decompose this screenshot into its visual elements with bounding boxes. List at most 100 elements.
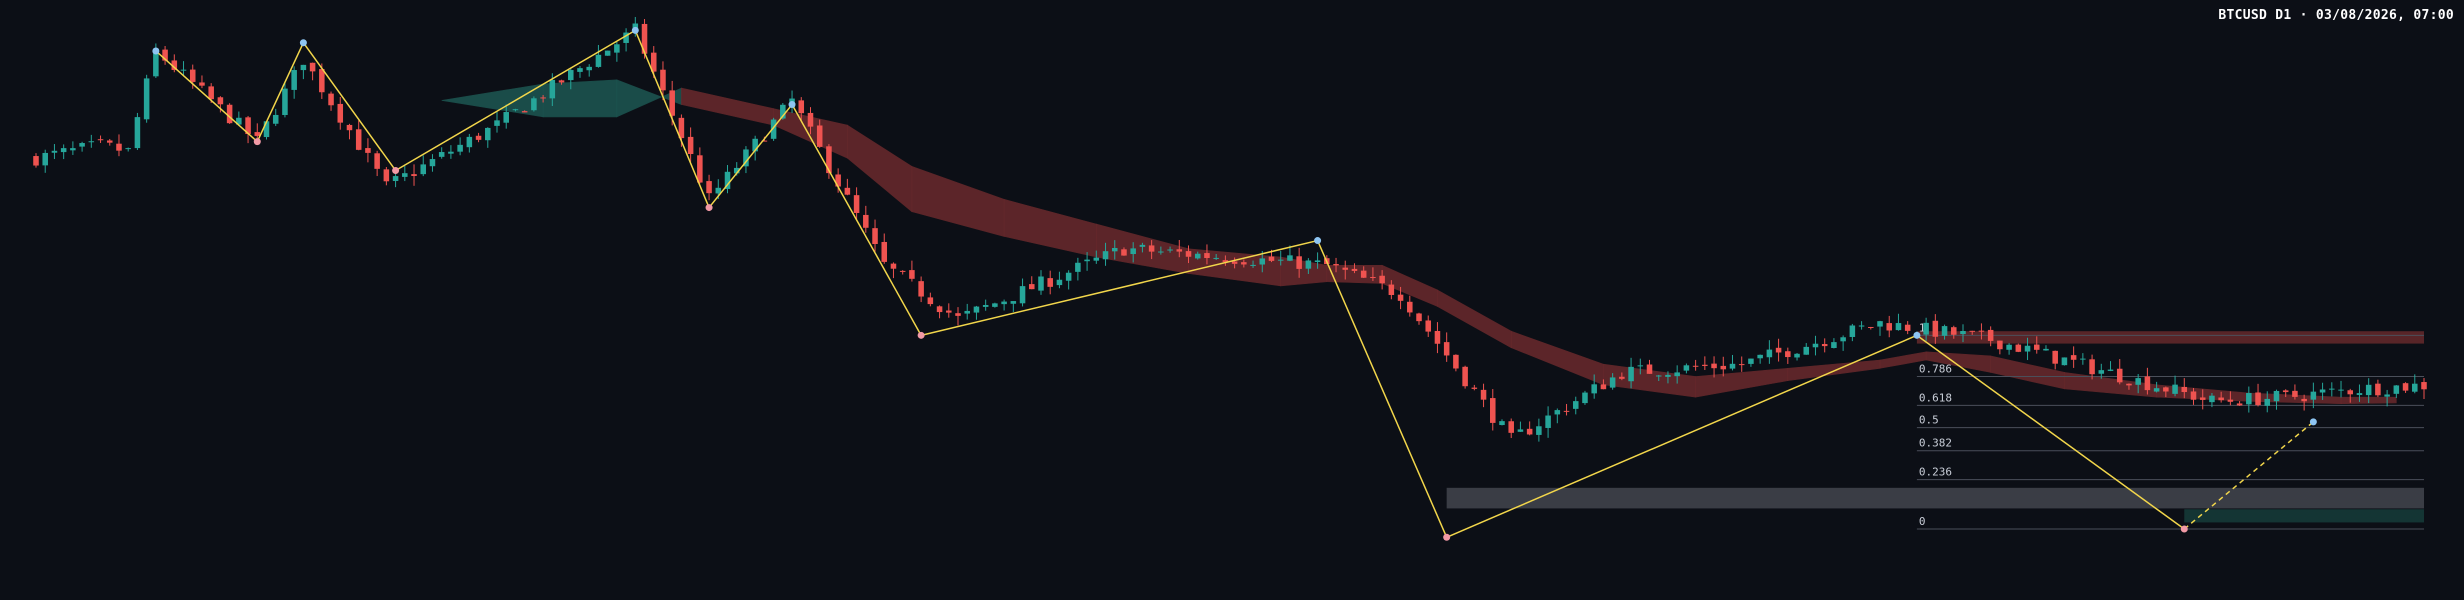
candle-body <box>1526 428 1533 435</box>
candle-body <box>549 79 556 99</box>
candle-body <box>1084 259 1090 262</box>
supply-demand-zones <box>1446 331 2424 523</box>
candle-body <box>2015 344 2022 352</box>
candle-body <box>1572 401 1579 409</box>
fib-level-label: 0.618 <box>1919 391 1952 404</box>
candle-body <box>1001 301 1007 305</box>
candle-body <box>254 132 261 136</box>
candle-body <box>1222 260 1229 263</box>
pivot-low-marker <box>392 166 400 174</box>
candle-body <box>1637 365 1644 367</box>
zone-top <box>1916 331 2424 344</box>
candle-body <box>1951 327 1957 335</box>
pivot-high-marker <box>631 26 639 34</box>
candle-body <box>236 117 242 125</box>
candle-body <box>383 169 390 182</box>
candle-body <box>2264 398 2271 406</box>
candle-body <box>1960 331 1966 335</box>
candle-body <box>1877 321 1883 327</box>
candle-body <box>374 153 380 169</box>
candle-body <box>1923 322 1929 335</box>
pivot-low-marker <box>1443 533 1451 541</box>
candle-body <box>2052 350 2058 364</box>
candle-body <box>2153 388 2160 392</box>
candle-body <box>715 187 722 194</box>
candle-body <box>1600 384 1607 390</box>
candle-body <box>770 119 777 139</box>
candle-body <box>697 155 703 183</box>
candle-body <box>1443 342 1450 356</box>
candle-body <box>106 140 113 143</box>
candle-body <box>844 187 851 195</box>
candle-body <box>2107 369 2114 371</box>
candle-body <box>1029 284 1035 290</box>
zigzag-segment <box>634 30 710 208</box>
candle-body <box>2375 383 2381 396</box>
candle-body <box>2043 348 2049 351</box>
candle-body <box>1886 323 1893 331</box>
candle-body <box>1609 377 1616 388</box>
zigzag-segment <box>920 239 1318 337</box>
candle-body <box>1241 262 1247 265</box>
candle-body <box>1803 346 1810 355</box>
candle-body <box>964 310 970 314</box>
candle-body <box>733 167 740 174</box>
candle-body <box>2365 384 2372 396</box>
candle-body <box>503 112 509 123</box>
candle-body <box>2310 391 2317 400</box>
zigzag-segment <box>1316 240 1448 538</box>
candle-body <box>2218 397 2224 401</box>
candle-body <box>872 228 878 244</box>
candle-body <box>1785 351 1791 358</box>
candle-body <box>2412 383 2418 392</box>
candle-body <box>226 104 233 124</box>
candle-body <box>577 68 583 72</box>
candle-body <box>2126 383 2132 386</box>
candle-body <box>1342 267 1349 270</box>
candle-body <box>1665 374 1671 377</box>
candle-body <box>1683 365 1690 371</box>
candle-body <box>1360 270 1367 278</box>
fibonacci-retracement: 1 0.786 0.618 0.5 0.382 0.236 0 <box>1916 321 2424 530</box>
candle-body <box>1314 260 1321 263</box>
candle-body <box>531 98 537 111</box>
candle-body <box>946 310 952 313</box>
candle-body <box>1167 249 1173 251</box>
candle-body <box>199 82 205 86</box>
fib-level-label: 0.236 <box>1919 466 1952 479</box>
candle-body <box>2061 357 2068 366</box>
candle-body <box>853 195 860 213</box>
candle-body <box>761 140 768 142</box>
candle-body <box>752 138 758 152</box>
candle-body <box>272 114 279 124</box>
candle-body <box>1277 259 1284 261</box>
zigzag-segment <box>1916 334 2185 530</box>
candle-body <box>780 104 786 119</box>
candle-body <box>1296 256 1302 269</box>
candle-body <box>567 70 574 81</box>
candle-body <box>992 303 998 307</box>
candle-body <box>1545 415 1551 428</box>
candle-body <box>881 241 888 262</box>
candle-body <box>2273 390 2280 402</box>
candle-body <box>1674 372 1680 377</box>
candles <box>33 16 2427 442</box>
candle-body <box>2356 393 2363 395</box>
candle-body <box>1868 326 1874 328</box>
candle-body <box>337 103 344 123</box>
candle-body <box>420 164 427 175</box>
candle-body <box>650 52 657 72</box>
pivot-low-marker <box>705 204 713 212</box>
candle-body <box>1047 278 1053 287</box>
candle-body <box>475 135 482 140</box>
candle-body <box>1111 247 1118 252</box>
candle-body <box>2384 394 2390 397</box>
candle-body <box>42 152 48 166</box>
candle-body <box>2246 393 2252 405</box>
candle-body <box>97 139 104 141</box>
candle-body <box>2319 389 2326 393</box>
candle-body <box>973 306 980 313</box>
zone-mid <box>1446 487 2424 509</box>
